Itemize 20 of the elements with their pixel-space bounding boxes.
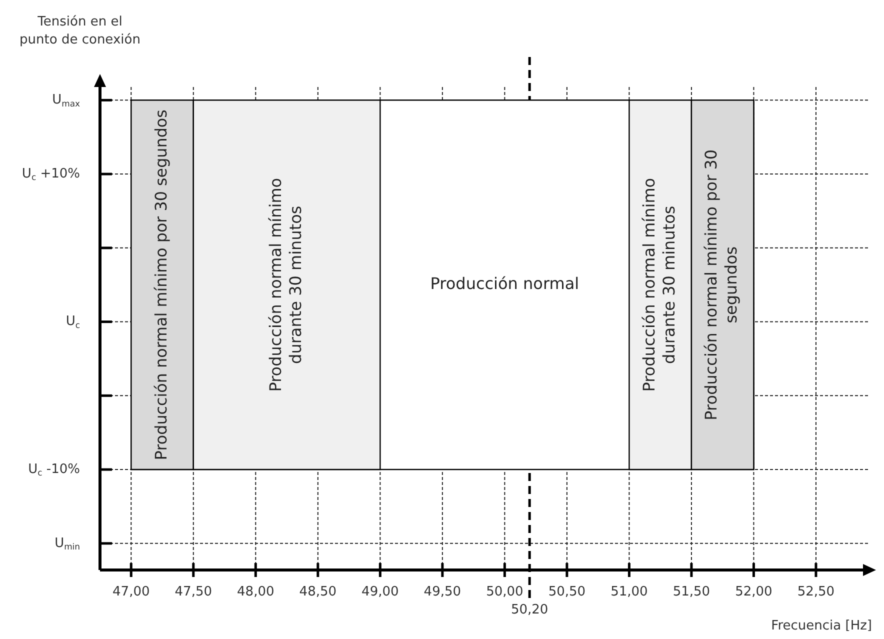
- x-tick-label: 50,50: [548, 584, 586, 600]
- x-tick-label: 47,00: [112, 584, 150, 600]
- x-tick-label: 48,00: [237, 584, 274, 600]
- x-tick-label: 50,00: [486, 584, 524, 600]
- x-tick-label: 47,50: [174, 584, 212, 600]
- band-label: Producción normal mínimo durante 30 minutos: [639, 178, 678, 392]
- band-label: Producción normal: [430, 274, 580, 294]
- x-tick-label: 51,00: [610, 584, 648, 600]
- x-tick-label: 49,00: [362, 584, 399, 600]
- band-label: Producción normal mínimo por 30 segundos: [151, 110, 170, 460]
- x-tick-label: 49,50: [424, 584, 462, 600]
- y-axis-title: Tensión en el punto de conexión: [20, 14, 140, 48]
- x-tick-label: 52,50: [797, 584, 835, 600]
- ref-line-label: 50,20: [510, 602, 548, 618]
- band-label: Producción normal mínimo por 30 segundos: [702, 149, 741, 420]
- x-tick-label: 48,50: [299, 584, 337, 600]
- x-tick-label: 51,50: [672, 584, 710, 600]
- band-label: Producción normal mínimo durante 30 minutos: [266, 178, 305, 392]
- x-axis-title: Frecuencia [Hz]: [771, 618, 872, 634]
- x-tick-label: 52,00: [735, 584, 772, 600]
